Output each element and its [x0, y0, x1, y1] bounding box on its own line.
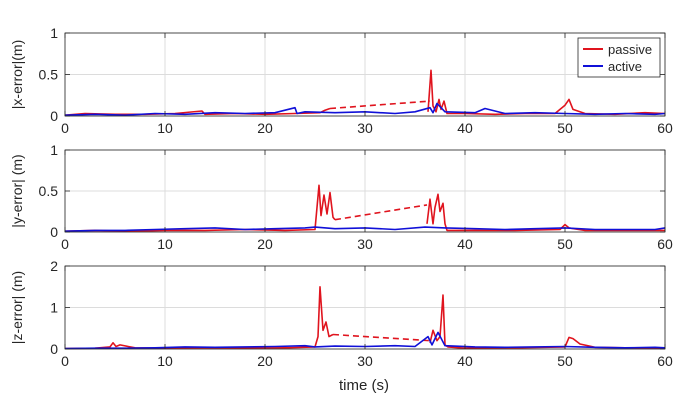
x-tick-label: 20 [257, 236, 273, 252]
x-tick-label: 0 [61, 353, 69, 369]
series-passive-line [426, 193, 665, 232]
x-tick-label: 50 [557, 236, 573, 252]
x-tick-label: 30 [357, 120, 373, 136]
x-tick-label: 0 [61, 120, 69, 136]
panel-1: 0 10 20 30 40 50 60 0 0.5 1 |x-error|(m) passive act… [9, 25, 673, 136]
y-tick-label: 0 [50, 341, 58, 357]
x-tick-label: 30 [357, 353, 373, 369]
x-tick-label: 50 [557, 120, 573, 136]
x-tick-label: 50 [557, 353, 573, 369]
y-axis-label: |x-error|(m) [9, 40, 25, 109]
x-tick-label: 60 [657, 353, 673, 369]
y-tick-label: 1 [50, 142, 58, 158]
series-passive-line [429, 294, 666, 350]
series-passive-line [64, 184, 336, 232]
legend-label-active: active [608, 59, 642, 74]
x-tick-label: 10 [157, 353, 173, 369]
x-tick-label: 10 [157, 120, 173, 136]
x-tick-label: 20 [257, 353, 273, 369]
x-tick-label: 40 [457, 236, 473, 252]
y-tick-label: 0 [50, 224, 58, 240]
legend-box [577, 37, 661, 78]
series-passive-dashed-line [332, 333, 431, 342]
series-passive-dashed-line [334, 204, 428, 221]
y-tick-label: 0 [50, 108, 58, 124]
y-tick-label: 1 [50, 25, 58, 41]
y-tick-label: 2 [50, 258, 58, 274]
x-tick-label: 20 [257, 120, 273, 136]
x-tick-label: 40 [457, 120, 473, 136]
x-tick-label: 10 [157, 236, 173, 252]
series-passive-line [64, 285, 334, 350]
x-tick-label: 60 [657, 236, 673, 252]
series-active-line [64, 102, 666, 116]
series-passive-dashed-line [329, 100, 431, 110]
y-tick-label: 1 [50, 300, 58, 316]
y-tick-label: 0.5 [39, 183, 59, 199]
y-axis-label: |z-error| (m) [9, 271, 25, 344]
y-tick-label: 0.5 [39, 67, 59, 83]
x-tick-label: 30 [357, 236, 373, 252]
panel-3: 0 10 20 30 40 50 60 0 1 2 |z-error| (m) [9, 258, 673, 369]
x-tick-label: 0 [61, 236, 69, 252]
series-active-line [64, 331, 666, 350]
y-axis-label: |y-error| (m) [9, 154, 25, 227]
panel-2: 0 10 20 30 40 50 60 0 0.5 1 |y-error| (m) [9, 142, 673, 252]
x-tick-label: 40 [457, 353, 473, 369]
x-tick-label: 60 [657, 120, 673, 136]
legend: passive active [577, 37, 661, 78]
legend-label-passive: passive [608, 42, 652, 57]
x-axis-label: time (s) [339, 377, 389, 394]
